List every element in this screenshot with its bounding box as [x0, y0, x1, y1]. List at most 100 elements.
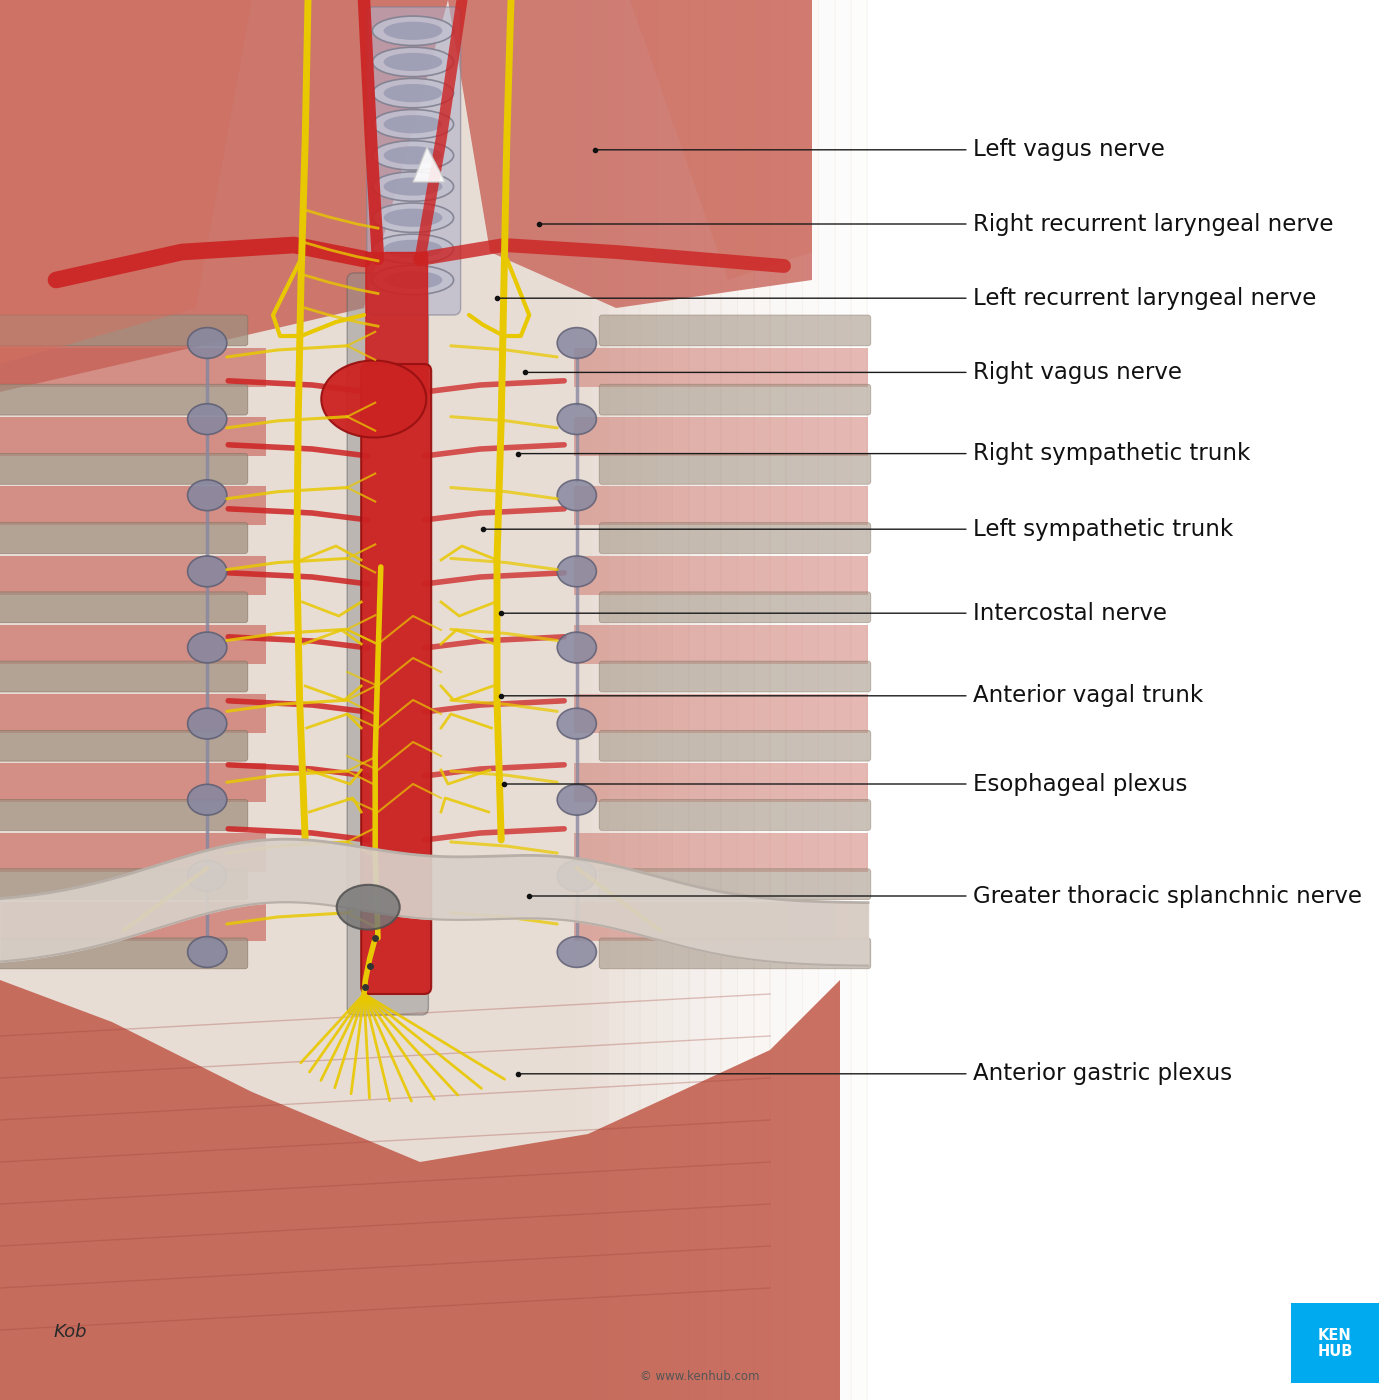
- Polygon shape: [448, 0, 812, 308]
- Bar: [657, 0, 687, 1400]
- Ellipse shape: [336, 885, 400, 930]
- Text: Right sympathetic trunk: Right sympathetic trunk: [973, 442, 1250, 465]
- FancyBboxPatch shape: [599, 454, 871, 484]
- Ellipse shape: [384, 147, 442, 165]
- FancyBboxPatch shape: [361, 364, 431, 994]
- Text: Right vagus nerve: Right vagus nerve: [973, 361, 1182, 384]
- Bar: [641, 0, 672, 1400]
- Ellipse shape: [372, 172, 454, 202]
- Polygon shape: [0, 980, 840, 1400]
- Bar: [771, 0, 802, 1400]
- Bar: [624, 0, 655, 1400]
- FancyBboxPatch shape: [0, 763, 266, 802]
- Bar: [577, 0, 608, 1400]
- Ellipse shape: [372, 203, 454, 232]
- Ellipse shape: [384, 272, 442, 288]
- Text: Kob: Kob: [53, 1323, 87, 1341]
- Ellipse shape: [188, 784, 227, 815]
- Ellipse shape: [557, 784, 596, 815]
- FancyBboxPatch shape: [574, 417, 868, 456]
- Bar: [560, 0, 591, 1400]
- FancyBboxPatch shape: [0, 417, 266, 456]
- Ellipse shape: [384, 53, 442, 71]
- Bar: [706, 0, 736, 1400]
- Ellipse shape: [188, 403, 227, 434]
- Ellipse shape: [188, 708, 227, 739]
- FancyBboxPatch shape: [0, 624, 266, 664]
- FancyBboxPatch shape: [599, 869, 871, 900]
- Bar: [868, 0, 899, 1400]
- FancyBboxPatch shape: [599, 799, 871, 830]
- Ellipse shape: [188, 556, 227, 587]
- Ellipse shape: [384, 115, 442, 133]
- Bar: [690, 0, 721, 1400]
- FancyBboxPatch shape: [347, 273, 428, 1015]
- Polygon shape: [630, 0, 812, 280]
- Bar: [609, 0, 640, 1400]
- Ellipse shape: [188, 861, 227, 892]
- FancyBboxPatch shape: [0, 731, 248, 762]
- FancyBboxPatch shape: [0, 522, 248, 553]
- FancyBboxPatch shape: [599, 731, 871, 762]
- Ellipse shape: [557, 937, 596, 967]
- FancyBboxPatch shape: [574, 556, 868, 595]
- Ellipse shape: [188, 631, 227, 664]
- FancyBboxPatch shape: [599, 384, 871, 414]
- FancyBboxPatch shape: [0, 661, 248, 692]
- Bar: [722, 0, 753, 1400]
- FancyBboxPatch shape: [0, 384, 248, 414]
- Ellipse shape: [188, 937, 227, 967]
- FancyBboxPatch shape: [599, 522, 871, 553]
- FancyBboxPatch shape: [0, 486, 266, 525]
- Ellipse shape: [372, 78, 454, 108]
- Ellipse shape: [384, 239, 442, 258]
- Bar: [738, 0, 769, 1400]
- Bar: [0, 0, 868, 1400]
- FancyBboxPatch shape: [0, 315, 248, 346]
- Ellipse shape: [372, 140, 454, 171]
- Polygon shape: [0, 0, 252, 364]
- FancyBboxPatch shape: [574, 763, 868, 802]
- Text: Left vagus nerve: Left vagus nerve: [973, 139, 1165, 161]
- Text: Right recurrent laryngeal nerve: Right recurrent laryngeal nerve: [973, 213, 1333, 235]
- FancyBboxPatch shape: [0, 454, 248, 484]
- FancyBboxPatch shape: [574, 833, 868, 872]
- Ellipse shape: [557, 708, 596, 739]
- Ellipse shape: [322, 360, 426, 437]
- Text: Anterior gastric plexus: Anterior gastric plexus: [973, 1063, 1232, 1085]
- FancyBboxPatch shape: [599, 938, 871, 969]
- Bar: [755, 0, 785, 1400]
- Ellipse shape: [372, 48, 454, 77]
- FancyBboxPatch shape: [0, 902, 266, 941]
- FancyBboxPatch shape: [574, 349, 868, 386]
- Text: Left recurrent laryngeal nerve: Left recurrent laryngeal nerve: [973, 287, 1316, 309]
- Ellipse shape: [557, 861, 596, 892]
- FancyBboxPatch shape: [0, 833, 266, 872]
- FancyBboxPatch shape: [367, 7, 461, 315]
- Ellipse shape: [188, 480, 227, 511]
- FancyBboxPatch shape: [0, 938, 248, 969]
- Ellipse shape: [372, 15, 454, 45]
- Bar: [836, 0, 867, 1400]
- FancyBboxPatch shape: [574, 624, 868, 664]
- FancyBboxPatch shape: [599, 315, 871, 346]
- Text: Left sympathetic trunk: Left sympathetic trunk: [973, 518, 1233, 540]
- Ellipse shape: [384, 84, 442, 102]
- Text: Greater thoracic splanchnic nerve: Greater thoracic splanchnic nerve: [973, 885, 1362, 907]
- Bar: [592, 0, 623, 1400]
- Ellipse shape: [557, 556, 596, 587]
- Bar: [804, 0, 834, 1400]
- Ellipse shape: [372, 266, 454, 295]
- FancyBboxPatch shape: [0, 694, 266, 734]
- FancyBboxPatch shape: [574, 694, 868, 734]
- Ellipse shape: [384, 22, 442, 39]
- FancyBboxPatch shape: [599, 592, 871, 623]
- Ellipse shape: [384, 209, 442, 227]
- FancyBboxPatch shape: [0, 556, 266, 595]
- Text: KEN
HUB: KEN HUB: [1317, 1327, 1352, 1359]
- Ellipse shape: [372, 234, 454, 263]
- FancyBboxPatch shape: [0, 799, 248, 830]
- Ellipse shape: [188, 328, 227, 358]
- FancyBboxPatch shape: [574, 486, 868, 525]
- FancyBboxPatch shape: [0, 869, 248, 900]
